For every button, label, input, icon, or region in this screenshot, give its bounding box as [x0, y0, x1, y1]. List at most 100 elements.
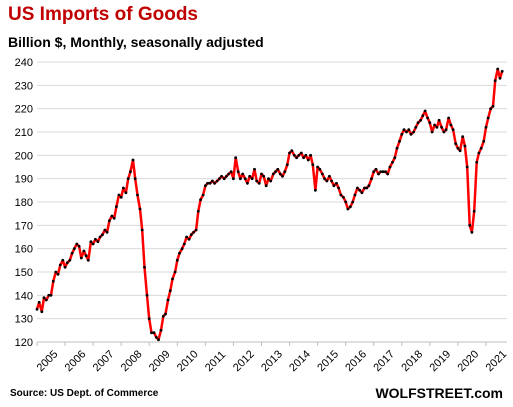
data-point	[239, 177, 242, 181]
data-point	[276, 167, 280, 171]
data-point	[421, 114, 425, 118]
data-point	[77, 244, 81, 248]
data-point	[372, 170, 376, 174]
data-point	[248, 174, 252, 178]
x-tick-label: 2021	[484, 348, 510, 374]
data-point	[381, 170, 385, 174]
data-point	[356, 186, 359, 190]
data-point	[257, 181, 261, 185]
y-tick-label: 180	[15, 197, 33, 209]
data-point	[468, 223, 472, 227]
data-point	[234, 156, 238, 160]
data-point	[484, 125, 488, 129]
data-point	[269, 179, 273, 183]
data-point	[328, 174, 331, 178]
data-point	[173, 270, 177, 274]
data-point	[119, 195, 123, 199]
data-point	[196, 209, 200, 213]
data-point	[124, 191, 128, 195]
data-point	[500, 69, 504, 73]
data-point	[164, 312, 167, 316]
y-tick-label: 240	[15, 57, 33, 69]
data-point	[444, 128, 448, 132]
data-point	[194, 228, 198, 232]
x-tick-label: 2008	[119, 348, 145, 374]
data-point	[133, 177, 137, 181]
data-point	[482, 139, 486, 143]
data-point	[72, 247, 76, 251]
data-point	[342, 195, 345, 199]
data-point	[89, 240, 93, 244]
data-point	[360, 191, 364, 195]
data-point	[201, 193, 205, 197]
data-point	[246, 181, 249, 185]
data-point	[395, 146, 399, 150]
x-tick-label: 2005	[35, 348, 61, 374]
data-point	[365, 186, 369, 190]
data-point	[398, 139, 401, 143]
data-point	[122, 186, 125, 190]
data-point	[79, 256, 83, 260]
data-point	[412, 130, 415, 134]
data-point	[63, 265, 67, 269]
y-tick-label: 200	[15, 150, 33, 162]
data-point	[442, 130, 446, 134]
data-point	[295, 156, 298, 160]
data-point	[94, 237, 97, 241]
data-point	[136, 193, 139, 197]
data-point	[407, 128, 411, 132]
data-point	[486, 116, 490, 120]
data-point	[264, 184, 268, 188]
data-point	[400, 132, 404, 136]
data-point	[108, 219, 111, 223]
data-point	[321, 172, 324, 176]
data-point	[297, 153, 301, 157]
data-point	[384, 170, 387, 174]
data-point	[292, 153, 296, 157]
data-point	[447, 116, 450, 120]
x-tick-label: 2018	[399, 348, 425, 374]
y-tick-label: 140	[15, 290, 33, 302]
data-point	[250, 177, 254, 181]
data-point	[96, 240, 100, 244]
data-point	[84, 254, 88, 258]
data-point	[435, 125, 439, 129]
data-point	[206, 181, 210, 185]
data-point	[498, 76, 502, 80]
x-tick-label: 2006	[63, 348, 89, 374]
data-point	[218, 177, 221, 181]
data-point	[143, 265, 146, 269]
x-tick-label: 2015	[315, 348, 341, 374]
data-point	[290, 149, 294, 153]
data-point	[199, 198, 203, 202]
y-axis-ticks: 120 130 140 150 160 170 180 190 200 210 220 230 240	[15, 57, 33, 349]
data-point	[346, 207, 350, 211]
data-point	[105, 230, 109, 234]
data-point	[255, 179, 259, 183]
data-point	[367, 184, 371, 188]
data-point	[311, 163, 315, 167]
data-point	[187, 237, 191, 241]
x-tick-label: 2017	[371, 348, 397, 374]
data-point	[458, 149, 462, 153]
x-tick-label: 2011	[203, 349, 228, 374]
data-point	[232, 177, 235, 181]
data-point	[440, 125, 443, 129]
data-point	[37, 300, 41, 304]
data-point	[437, 118, 441, 122]
y-tick-label: 150	[15, 267, 33, 279]
data-point	[54, 270, 58, 274]
data-point	[281, 174, 284, 178]
data-point	[405, 130, 408, 134]
data-point	[44, 298, 48, 302]
data-point	[126, 177, 130, 181]
data-point	[306, 158, 310, 162]
data-point	[49, 293, 53, 297]
data-point	[180, 247, 184, 251]
data-point	[332, 184, 336, 188]
data-point	[225, 174, 228, 178]
data-point	[154, 335, 158, 339]
data-point	[75, 242, 79, 246]
data-point	[358, 188, 362, 192]
